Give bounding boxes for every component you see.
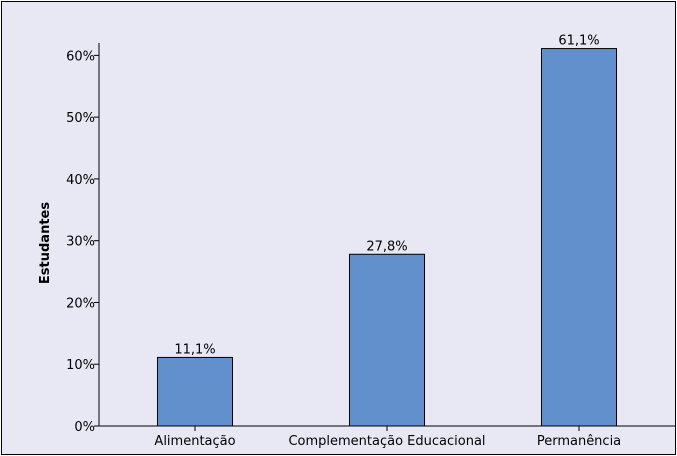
bar-data-label: 11,1%	[174, 342, 215, 357]
bar-data-label: 27,8%	[366, 239, 407, 254]
bars-layer: 11,1% 27,8% 61,1%	[157, 34, 617, 427]
y-tick-label: 40%	[66, 173, 95, 188]
y-tick-label: 10%	[66, 358, 95, 373]
axis-layer: 0% 10% 20% 30% 40% 50% 60% Alimentação Complemen…	[66, 43, 675, 449]
bar-data-label: 61,1%	[558, 34, 599, 49]
y-tick-label: 20%	[66, 296, 95, 311]
x-tick-label: Permanência	[537, 434, 621, 449]
bar	[157, 356, 233, 427]
y-tick-label: 60%	[66, 49, 95, 64]
y-tick-label: 30%	[66, 235, 95, 250]
x-tick-label: Alimentação	[154, 434, 235, 449]
x-tick-label: Complementação Educacional	[288, 434, 485, 449]
bar	[349, 253, 425, 427]
y-axis-title: Estudantes	[38, 202, 53, 284]
y-tick-label: 50%	[66, 111, 95, 126]
bar	[541, 48, 617, 427]
y-tick-label: 0%	[74, 420, 95, 435]
